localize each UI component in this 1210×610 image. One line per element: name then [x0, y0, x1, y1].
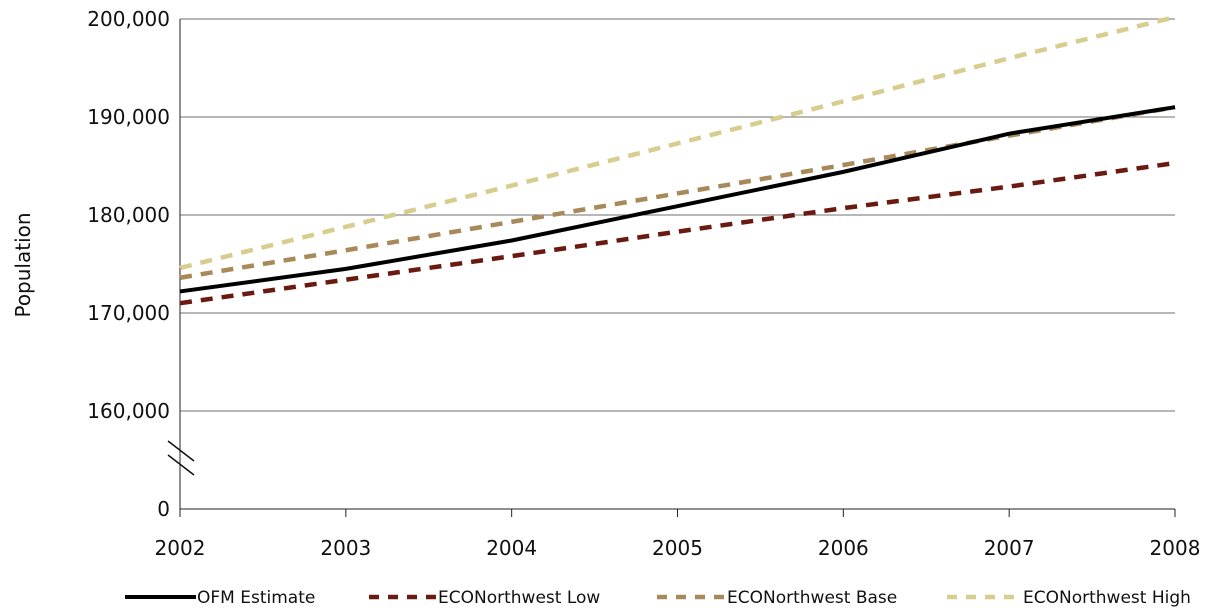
series-line-econorthwest-high	[179, 14, 1176, 271]
axis-break-marker	[167, 440, 195, 476]
legend-label: ECONorthwest Low	[438, 588, 600, 608]
x-tick-label: 2008	[1150, 536, 1201, 560]
legend-item: ECONorthwest High	[947, 588, 1191, 608]
axis-break-slash	[167, 454, 195, 476]
x-tick-labels: 2002 2003 2004 2005 2006 2007 2008	[155, 536, 1201, 560]
y-tick-label: 180,000	[87, 203, 170, 227]
axis-break-slash	[167, 440, 195, 462]
x-tick-label: 2006	[818, 536, 869, 560]
legend-item: ECONorthwest Base	[657, 588, 897, 608]
series-line-ofm-estimate	[179, 105, 1176, 294]
legend: OFM Estimate ECONorthwest Low ECONorthwest…	[125, 588, 1191, 608]
y-axis-title: Population	[11, 212, 35, 317]
legend-item: OFM Estimate	[125, 588, 315, 608]
x-tick-label: 2005	[652, 536, 703, 560]
x-tick-label: 2002	[155, 536, 206, 560]
legend-item: ECONorthwest Low	[369, 588, 600, 608]
series-lines	[179, 14, 1176, 306]
y-tick-label: 190,000	[87, 105, 170, 129]
y-tick-label: 0	[157, 497, 170, 521]
gridlines	[180, 18, 1175, 412]
y-tick-label: 170,000	[87, 301, 170, 325]
legend-label: ECONorthwest Base	[727, 588, 897, 608]
y-tick-label: 160,000	[87, 399, 170, 423]
x-tick-label: 2004	[486, 536, 537, 560]
legend-label: ECONorthwest High	[1023, 588, 1191, 608]
x-tick-label: 2007	[984, 536, 1035, 560]
x-tick-label: 2003	[320, 536, 371, 560]
legend-label: OFM Estimate	[197, 588, 315, 608]
axes	[179, 19, 1176, 517]
y-tick-label: 200,000	[87, 7, 170, 31]
y-tick-labels: 0 160,000 170,000 180,000 190,000 200,000	[87, 7, 170, 521]
